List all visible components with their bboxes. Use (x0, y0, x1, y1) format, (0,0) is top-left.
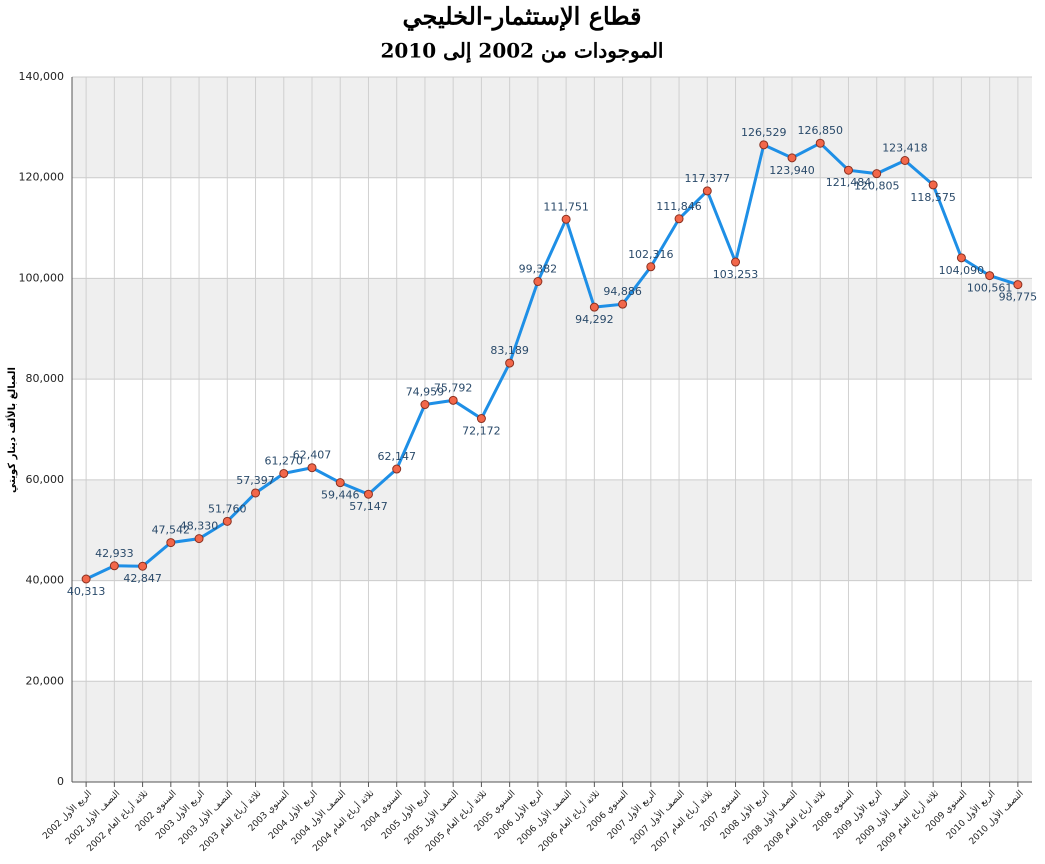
data-label: 51,760 (208, 502, 247, 515)
data-point (392, 464, 402, 474)
data-point (618, 299, 628, 309)
data-label: 100,561 (967, 282, 1013, 295)
data-label: 62,147 (377, 450, 416, 463)
chart-title: قطاع الإستثمار-الخليجي (403, 2, 642, 32)
data-point (476, 414, 486, 424)
data-point (815, 138, 825, 148)
y-tick-label: 20,000 (26, 674, 65, 687)
data-point (81, 574, 91, 584)
y-tick-label: 60,000 (26, 473, 65, 486)
data-point (109, 561, 119, 571)
data-label: 98,775 (999, 291, 1038, 304)
x-tick-label: الربع الأول 2003 (153, 787, 207, 841)
data-label: 59,446 (321, 489, 360, 502)
data-label: 40,313 (67, 585, 106, 598)
data-label: 72,172 (462, 425, 501, 438)
x-tick-label: الربع الأول 2005 (379, 787, 433, 841)
data-point (985, 271, 995, 281)
data-label: 74,959 (406, 386, 445, 399)
data-point (138, 561, 148, 571)
data-point (533, 277, 543, 287)
data-point (928, 180, 938, 190)
data-label: 111,751 (543, 200, 589, 213)
data-label: 117,377 (685, 172, 731, 185)
data-label: 99,382 (519, 263, 558, 276)
data-point (448, 395, 458, 405)
data-point (731, 257, 741, 267)
data-label: 48,330 (180, 520, 219, 533)
y-tick-label: 120,000 (19, 171, 65, 184)
data-label: 126,529 (741, 126, 787, 139)
data-line (85, 141, 1019, 581)
y-tick-label: 140,000 (19, 70, 65, 83)
data-point (702, 186, 712, 196)
data-point (222, 516, 232, 526)
data-label: 62,407 (293, 449, 332, 462)
data-point (505, 358, 515, 368)
x-tick-label: الربع الأول 2007 (605, 787, 659, 841)
data-label: 123,940 (769, 164, 815, 177)
plot-band (72, 681, 1032, 782)
plot-band (72, 77, 1032, 178)
data-point (872, 169, 882, 179)
data-point (307, 463, 317, 473)
data-point (279, 468, 289, 478)
data-point (251, 488, 261, 498)
y-tick-label: 80,000 (26, 372, 65, 385)
plot-band (72, 278, 1032, 380)
plot-band (72, 379, 1032, 480)
data-point (1013, 280, 1023, 290)
data-label: 83,189 (490, 344, 529, 357)
x-tick-label: الربع الأول 2010 (943, 787, 997, 841)
data-point (900, 156, 910, 166)
data-label: 104,090 (939, 264, 985, 277)
data-point (787, 153, 797, 163)
data-label: 123,418 (882, 142, 928, 155)
y-axis-label: المبالغ بالألف دينار كويتي (5, 367, 18, 493)
data-label: 102,316 (628, 248, 674, 261)
y-tick-label: 0 (57, 775, 64, 788)
data-label: 94,886 (603, 285, 642, 298)
data-label: 75,792 (434, 381, 473, 394)
data-label: 120,805 (854, 180, 900, 193)
data-point (194, 534, 204, 544)
data-point (589, 302, 599, 312)
data-label: 94,292 (575, 313, 614, 326)
data-point (759, 140, 769, 150)
data-point (166, 538, 176, 548)
x-tick-label: الربع الأول 2006 (492, 787, 546, 841)
data-point (674, 214, 684, 224)
data-point (335, 478, 345, 488)
data-label: 121,484 (826, 176, 872, 189)
data-label: 103,253 (713, 268, 759, 281)
data-label: 118,575 (910, 191, 956, 204)
y-tick-label: 40,000 (26, 574, 65, 587)
x-tick-label: الربع الأول 2009 (830, 787, 884, 841)
data-point (363, 489, 373, 499)
plot-band (72, 479, 1032, 581)
data-point (561, 214, 571, 224)
data-label: 42,933 (95, 547, 134, 560)
data-label: 57,397 (236, 474, 275, 487)
y-tick-label: 100,000 (19, 271, 65, 284)
data-point (956, 253, 966, 263)
data-label: 61,270 (265, 454, 304, 467)
plot-band (72, 580, 1032, 682)
data-point (843, 165, 853, 175)
data-label: 42,847 (123, 572, 162, 585)
plot-band (72, 177, 1032, 279)
chart-subtitle: الموجودات من 2002 إلى 2010 (381, 39, 664, 64)
data-label: 126,850 (797, 124, 843, 137)
data-label: 57,147 (349, 500, 388, 513)
x-tick-label: الربع الأول 2008 (717, 787, 771, 841)
data-point (646, 262, 656, 272)
data-label: 47,542 (152, 524, 191, 537)
x-tick-label: الربع الأول 2004 (266, 787, 320, 841)
x-tick-label: الربع الأول 2002 (40, 787, 94, 841)
data-point (420, 400, 430, 410)
data-label: 111,846 (656, 200, 702, 213)
